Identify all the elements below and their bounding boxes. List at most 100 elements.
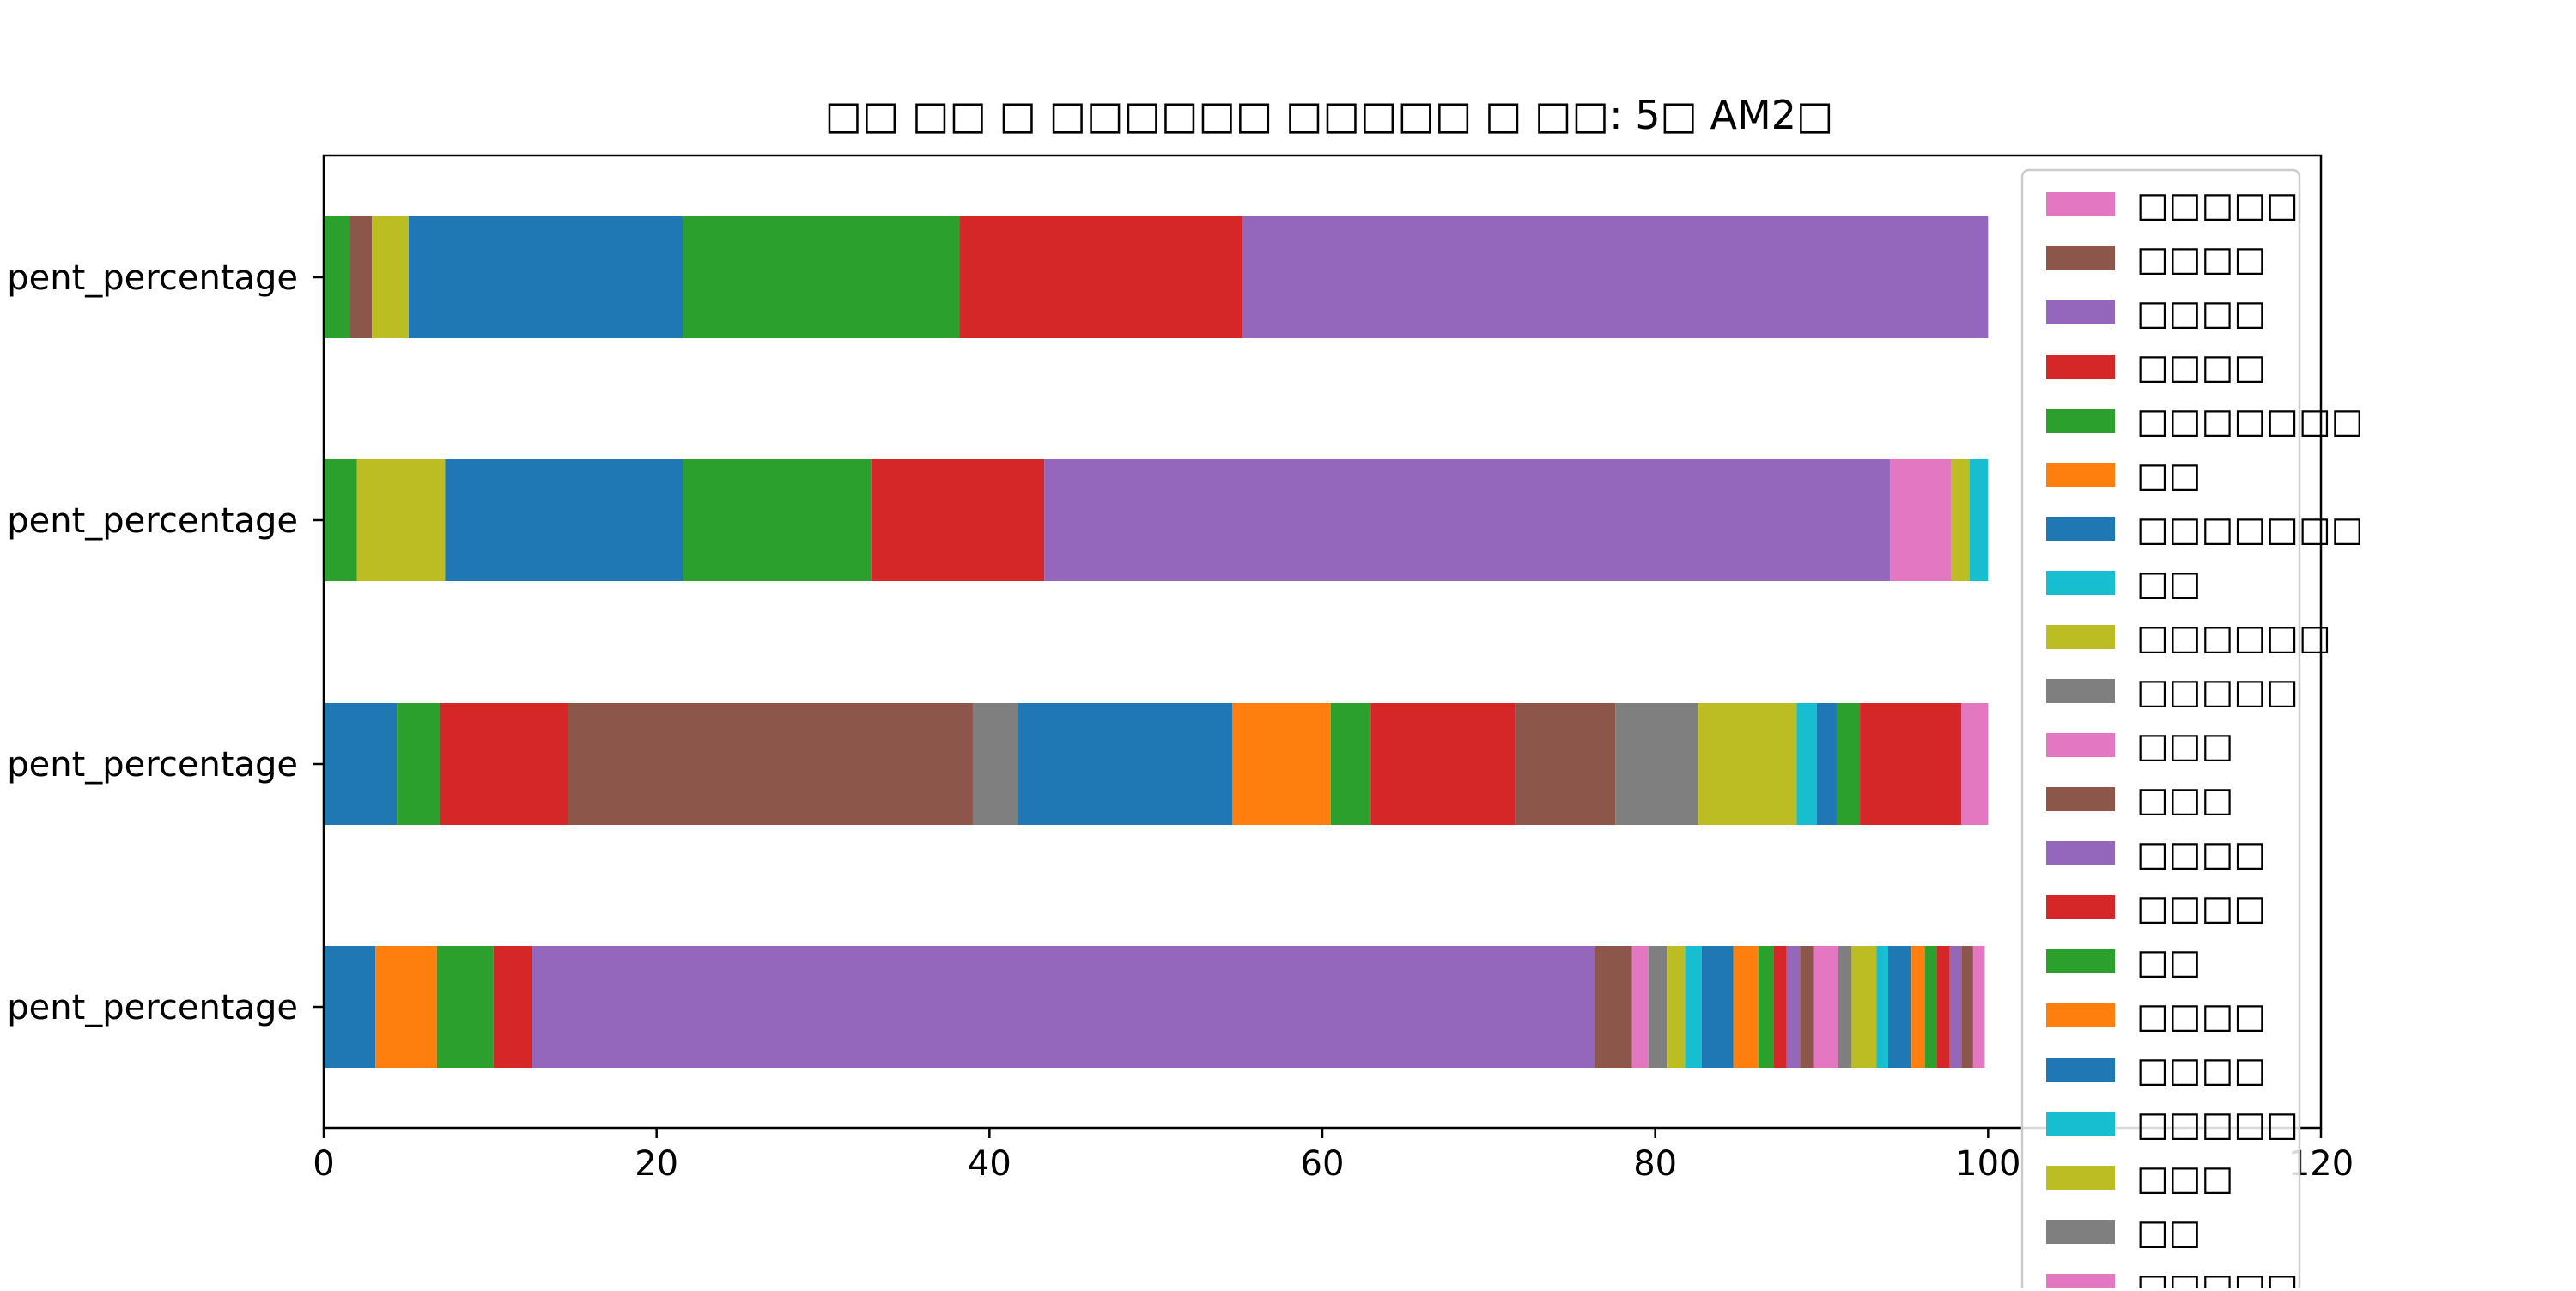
bar-segment: [1888, 946, 1912, 1068]
y-tick-label: pent_percentage: [7, 501, 298, 541]
bar-segment: [440, 703, 568, 825]
legend-item: □□□: [2046, 726, 2233, 766]
legend-label: □□□: [2136, 780, 2233, 820]
bar-segment: [1924, 946, 1937, 1068]
legend-swatch: [2046, 192, 2115, 216]
legend-swatch: [2046, 1220, 2115, 1244]
bar-segment: [1242, 216, 1989, 338]
bar-segment: [1685, 946, 1702, 1068]
bar-segment: [324, 459, 357, 581]
bar-segment: [1698, 703, 1797, 825]
chart-title: □□ □□ □ □□□□□□ □□□□□ □ □□: 5□ AM2□: [825, 92, 1834, 138]
legend-label: □□□□: [2136, 294, 2266, 333]
legend-swatch: [2046, 787, 2115, 811]
legend-item: □□□□□□□: [2046, 510, 2364, 549]
bar-segment: [1615, 703, 1699, 825]
legend-label: □□□□□□: [2136, 618, 2331, 658]
legend-item: □□: [2046, 942, 2202, 982]
bar-segment: [1796, 703, 1817, 825]
legend-swatch: [2046, 895, 2115, 919]
y-tick-label: pent_percentage: [7, 258, 298, 298]
legend-swatch: [2046, 679, 2115, 703]
legend-label: □□□: [2136, 726, 2233, 766]
legend-item: □□□: [2046, 1159, 2233, 1198]
bar-segment: [1961, 703, 1989, 825]
bar-segment: [1961, 946, 1973, 1068]
bar-segment: [1786, 946, 1801, 1068]
bar-segment: [375, 946, 437, 1068]
bar-segment: [683, 216, 960, 338]
bar-segment: [1813, 946, 1838, 1068]
bar-segment: [1836, 703, 1861, 825]
bar-segment: [1631, 946, 1649, 1068]
legend-label: □□: [2136, 456, 2202, 495]
legend-swatch: [2046, 625, 2115, 649]
legend-item: □□: [2046, 456, 2202, 495]
legend-swatch: [2046, 409, 2115, 433]
legend-label: □□□□□: [2136, 1105, 2299, 1144]
legend-swatch: [2046, 841, 2115, 865]
legend-item: □□□□: [2046, 997, 2266, 1036]
bar-segment: [1889, 459, 1952, 581]
legend-item: □□□□□: [2046, 672, 2299, 712]
legend: □□□□□□□□□□□□□□□□□□□□□□□□□□□□□□□□□□□□□□□□…: [2020, 168, 2364, 1291]
bar-segment: [1701, 946, 1734, 1068]
legend-swatch: [2046, 355, 2115, 379]
x-tick-label: 0: [313, 1144, 334, 1184]
bar-segment: [350, 216, 373, 338]
bar-segment: [1936, 946, 1950, 1068]
x-tick-label: 100: [1955, 1144, 2020, 1184]
bar-segment: [372, 216, 409, 338]
bar-segment: [1595, 946, 1632, 1068]
bar-segment: [1972, 946, 1985, 1068]
legend-item: □□□□: [2046, 294, 2266, 333]
bar-segment: [1018, 703, 1233, 825]
legend-swatch: [2046, 571, 2115, 595]
legend-swatch: [2046, 949, 2115, 973]
bar-segment: [324, 703, 398, 825]
legend-item: □□□□: [2046, 1051, 2266, 1090]
legend-item: □□□: [2046, 780, 2233, 820]
bar-segment: [1951, 459, 1971, 581]
x-tick-label: 40: [968, 1144, 1012, 1184]
legend-label: □□□□□: [2136, 672, 2299, 712]
bar-segment: [1758, 946, 1774, 1068]
bar-segment: [1648, 946, 1668, 1068]
legend-swatch: [2046, 517, 2115, 541]
bar-segment: [356, 459, 446, 581]
bar-segment: [1667, 946, 1686, 1068]
legend-swatch: [2046, 1274, 2115, 1291]
bar-segment: [1816, 703, 1837, 825]
legend-item: □□□□□: [2046, 185, 2299, 225]
x-tick-label: 80: [1633, 1144, 1677, 1184]
bar-segment: [493, 946, 532, 1068]
legend-swatch: [2046, 300, 2115, 324]
legend-swatch: [2046, 1112, 2115, 1136]
legend-item: □□□□□□□: [2046, 402, 2364, 441]
legend-label: □□□□□: [2136, 185, 2299, 225]
legend-label: □□□□□□□: [2136, 510, 2364, 549]
legend-swatch: [2046, 733, 2115, 757]
bar-segment: [397, 703, 440, 825]
legend-label: □□□□□□□: [2136, 402, 2364, 441]
legend-label: □□□: [2136, 1159, 2233, 1198]
bar-segment: [1851, 946, 1877, 1068]
axes-layer: 0 20 40 60 80 100 120pent_percentagepent_perce…: [7, 154, 2354, 1184]
bar-segment: [1949, 946, 1962, 1068]
bars-layer: [324, 216, 1989, 1068]
legend-label: □□: [2136, 942, 2202, 982]
bar-row: [324, 216, 1989, 338]
bar-segment: [683, 459, 872, 581]
x-tick-label: 20: [635, 1144, 678, 1184]
legend-item: □□: [2046, 1213, 2202, 1252]
bar-segment: [324, 946, 376, 1068]
bar-segment: [959, 216, 1242, 338]
bar-segment: [1911, 946, 1925, 1068]
bar-segment: [871, 459, 1045, 581]
legend-item: □□□□□: [2046, 1267, 2299, 1291]
legend-swatch: [2046, 1166, 2115, 1190]
bar-segment: [1515, 703, 1616, 825]
bar-segment: [1733, 946, 1759, 1068]
legend-label: □□□□□: [2136, 1267, 2299, 1288]
bar-segment: [1232, 703, 1331, 825]
